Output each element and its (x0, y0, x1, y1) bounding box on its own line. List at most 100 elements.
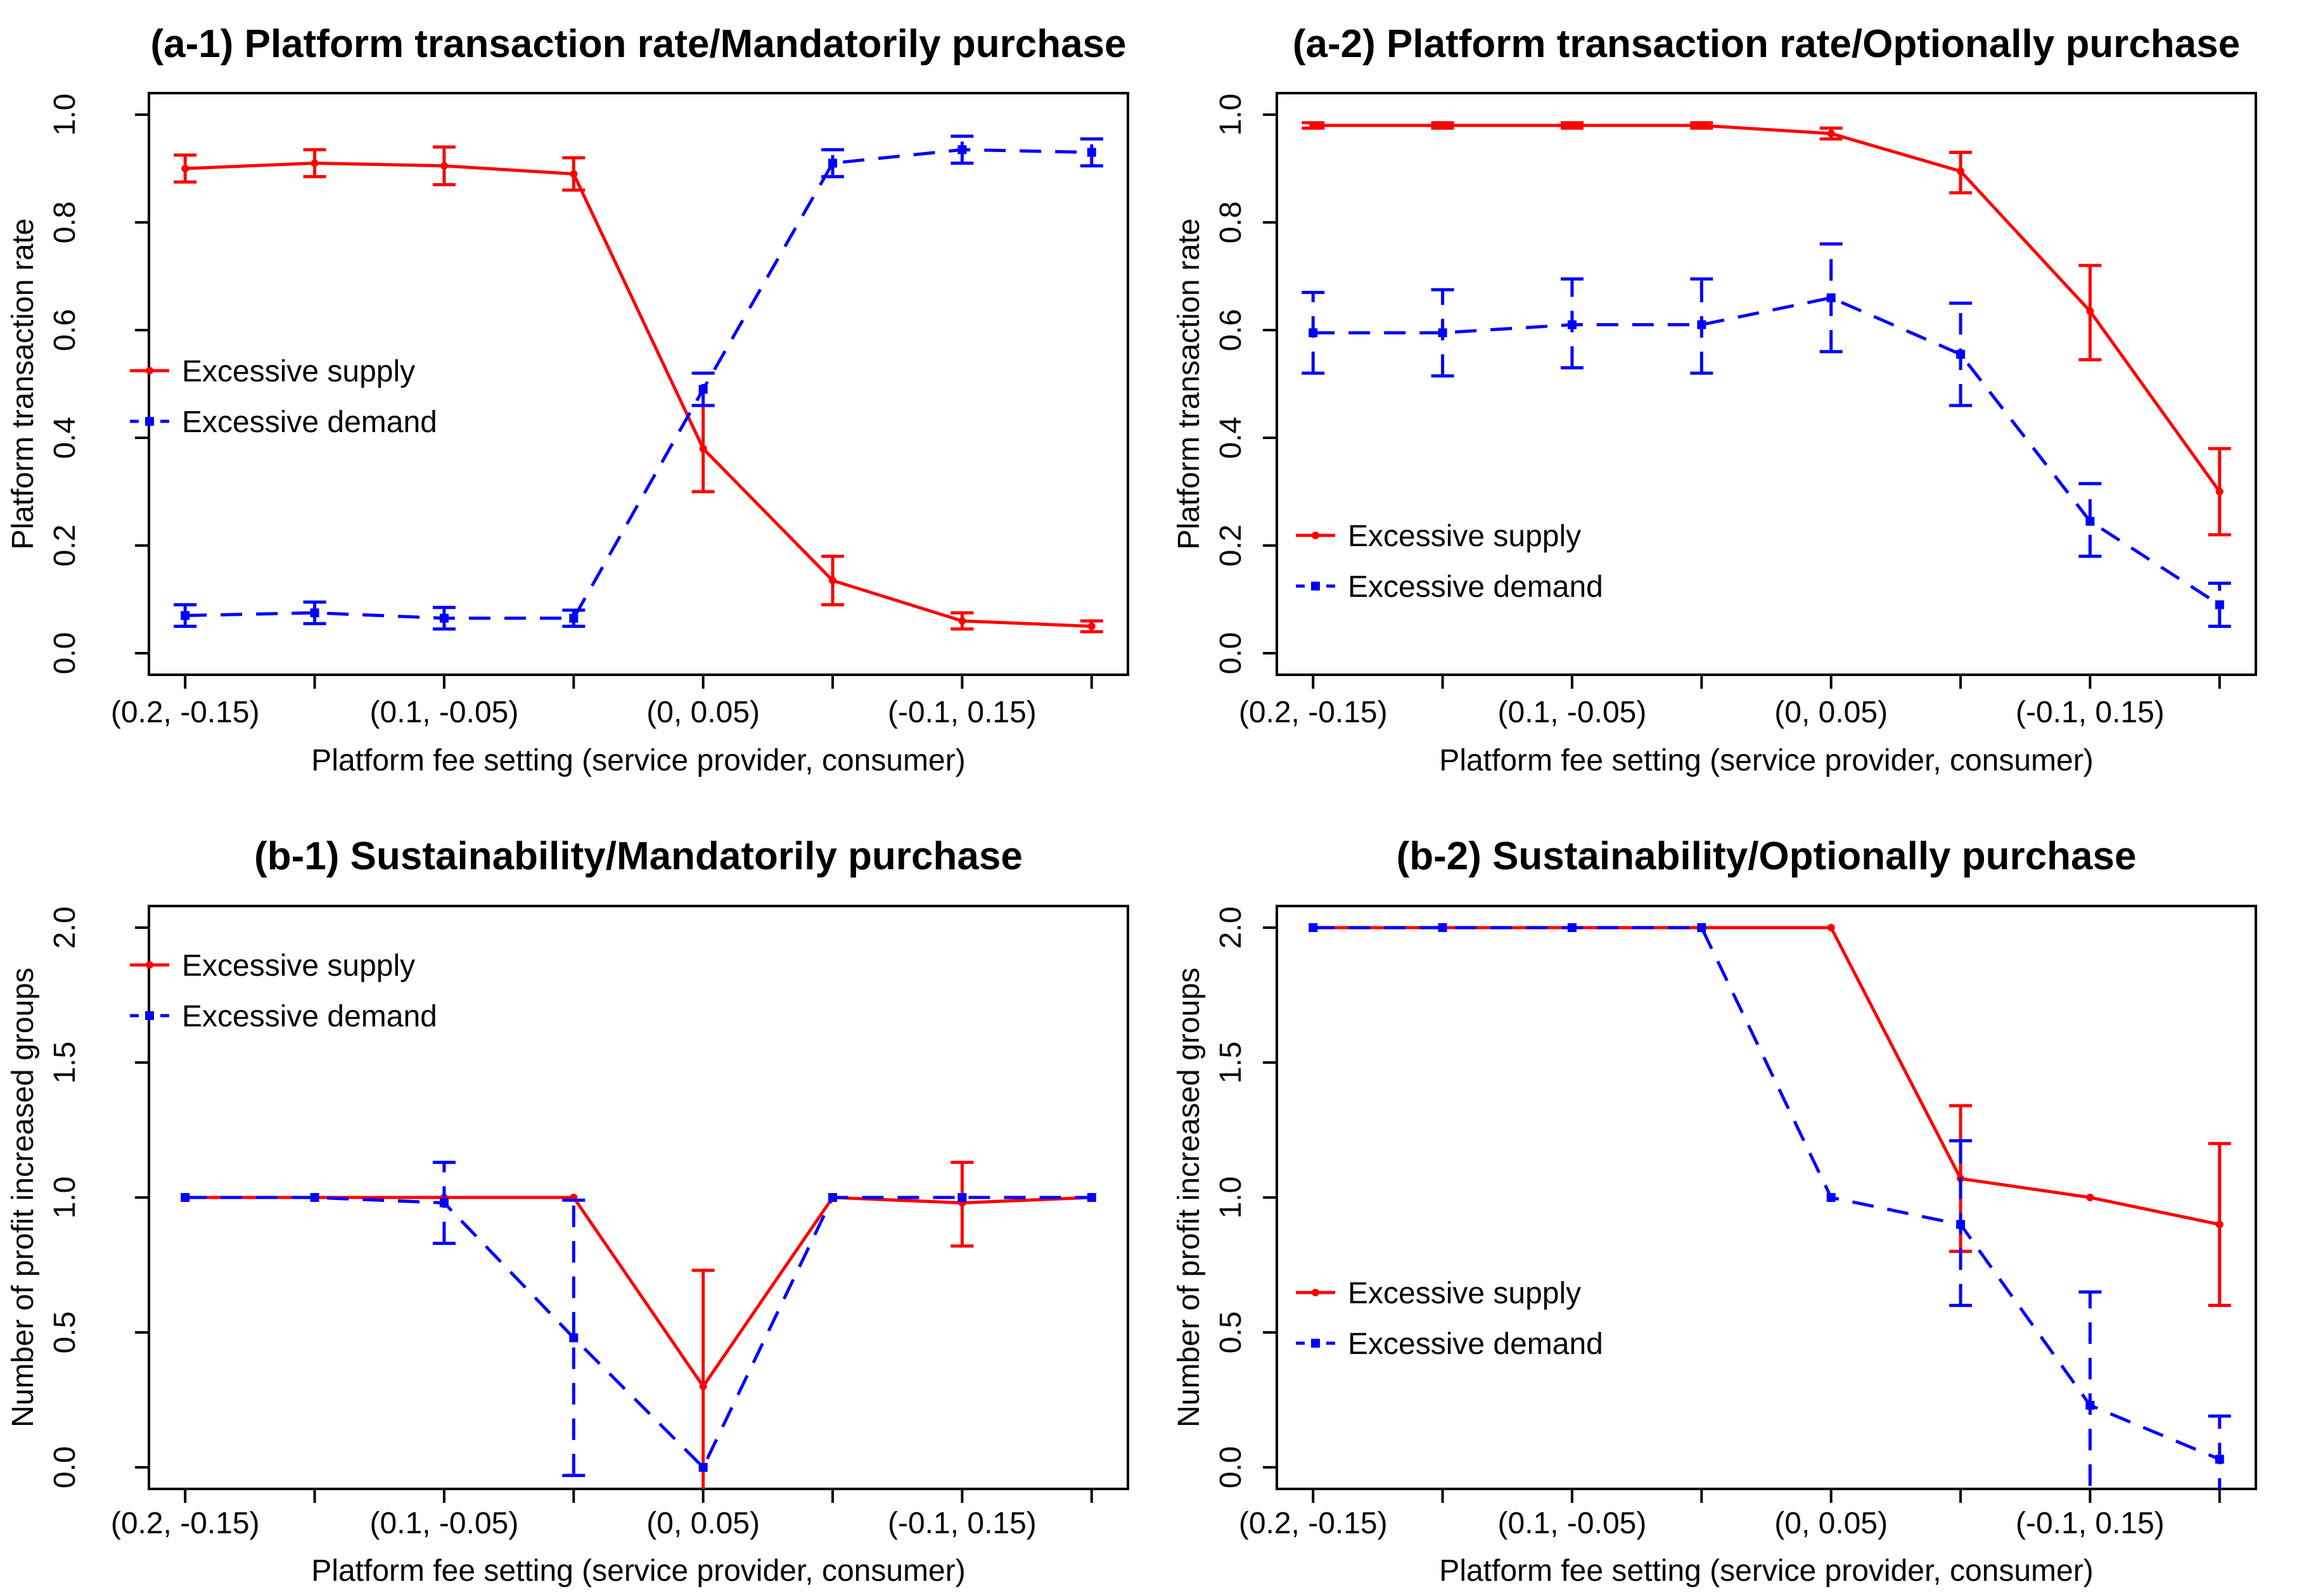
y-tick-label: 0.8 (1214, 201, 1248, 244)
data-point (1568, 122, 1576, 129)
series-excessive-supply (174, 145, 1103, 634)
y-tick-label: 0.0 (1214, 632, 1248, 675)
legend-marker (145, 1011, 154, 1020)
legend-marker (146, 367, 153, 374)
legend-entry: Excessive demand (1296, 570, 1603, 604)
x-tick-label: (0.2, -0.15) (1239, 1507, 1388, 1540)
data-point (181, 611, 190, 620)
legend-entry: Excessive supply (130, 355, 415, 388)
data-point (2215, 1455, 2224, 1464)
data-point (1956, 350, 1966, 359)
y-tick-label: 0.2 (48, 525, 82, 567)
x-tick-label: (0.1, -0.05) (1498, 1507, 1647, 1540)
series-line (185, 1196, 1092, 1471)
data-point (2085, 1400, 2095, 1410)
data-point (958, 617, 966, 625)
x-tick-label: (0.2, -0.15) (1239, 696, 1388, 729)
data-point (1697, 923, 1706, 933)
data-point (1567, 320, 1577, 329)
y-tick-label: 0.0 (48, 1446, 82, 1489)
data-point (828, 1193, 838, 1202)
x-tick-label: (-0.1, 0.15) (2016, 1507, 2165, 1540)
plot-frame (148, 92, 1129, 676)
chart-title: (b-2) Sustainability/Optionally purchase (1397, 834, 2137, 878)
data-point (310, 608, 319, 618)
data-point (2215, 1220, 2224, 1229)
y-tick-label: 1.5 (48, 1042, 82, 1084)
legend-marker (145, 417, 154, 426)
series-line (1313, 926, 2220, 1461)
x-tick-label: (0.1, -0.05) (370, 696, 519, 729)
legend-entry: Excessive supply (1296, 1277, 1581, 1310)
data-point (1309, 122, 1317, 129)
data-point (310, 1193, 319, 1202)
legend-label: Excessive demand (1348, 570, 1603, 604)
legend-marker (1311, 1339, 1320, 1348)
data-point (181, 1193, 190, 1202)
series-excessive-demand (181, 1161, 1096, 1478)
y-tick-label: 0.0 (48, 632, 82, 675)
data-point (1438, 328, 1447, 338)
data-point (1438, 122, 1447, 129)
legend-entry: Excessive demand (1296, 1327, 1603, 1361)
x-tick-label: (0, 0.05) (646, 696, 760, 729)
x-axis-label: Platform fee setting (service provider, … (1439, 1554, 2093, 1588)
x-tick-label: (0.2, -0.15) (111, 696, 260, 729)
y-axis-label: Platform transaction rate (6, 219, 40, 550)
legend-label: Excessive demand (1348, 1327, 1603, 1361)
legend-label: Excessive supply (1348, 1277, 1581, 1310)
y-tick-label: 0.2 (1214, 525, 1248, 567)
x-tick-label: (0.2, -0.15) (111, 1507, 260, 1540)
y-axis-label: Platform transaction rate (1172, 219, 1206, 550)
y-axis-label: Number of profit increased groups (1172, 967, 1206, 1427)
data-point (569, 1333, 579, 1343)
series-excessive-demand (1309, 923, 2231, 1489)
data-point (2215, 600, 2224, 610)
data-point (698, 1462, 708, 1472)
x-axis-label: Platform fee setting (service provider, … (311, 1554, 965, 1588)
data-point (1087, 1193, 1096, 1202)
data-point (2086, 307, 2094, 316)
legend-entry: Excessive supply (130, 949, 415, 983)
x-tick-label: (-0.1, 0.15) (888, 696, 1037, 729)
x-tick-label: (0, 0.05) (646, 1507, 760, 1540)
legend-label: Excessive supply (182, 355, 415, 388)
data-point (829, 577, 837, 585)
data-point (439, 613, 449, 623)
series-excessive-demand (1302, 242, 2231, 628)
y-tick-label: 1.0 (48, 1177, 82, 1219)
chart-b1: (b-1) Sustainability/Mandatorily purchas… (6, 834, 1129, 1588)
legend-marker (146, 961, 153, 969)
data-point (957, 145, 967, 155)
data-point (1087, 622, 1096, 630)
y-axis-label: Number of profit increased groups (6, 967, 40, 1427)
data-point (2085, 516, 2095, 526)
series-excessive-demand (174, 134, 1103, 631)
data-point (1827, 129, 1835, 137)
data-point (570, 170, 578, 178)
series-line (185, 148, 1092, 620)
data-point (828, 158, 838, 168)
data-point (440, 162, 448, 170)
chart-title: (a-1) Platform transaction rate/Mandator… (150, 22, 1126, 66)
plot-frame (1276, 92, 2257, 676)
x-tick-label: (0.1, -0.05) (370, 1507, 519, 1540)
data-point (1956, 1220, 1966, 1229)
data-point (439, 1198, 449, 1208)
y-tick-label: 0.0 (1214, 1446, 1248, 1489)
series-line (1313, 296, 2221, 606)
y-tick-label: 1.5 (1214, 1042, 1248, 1084)
legend-marker (1312, 1289, 1319, 1296)
series-line (185, 161, 1092, 628)
data-point (1438, 923, 1447, 933)
y-tick-label: 2.0 (1214, 907, 1248, 949)
legend-marker (1312, 532, 1319, 539)
data-point (699, 1382, 707, 1391)
data-point (957, 1193, 967, 1202)
legend-label: Excessive supply (1348, 520, 1581, 553)
data-point (1567, 923, 1577, 933)
data-point (1826, 1193, 1836, 1202)
x-tick-label: (0, 0.05) (1774, 1507, 1888, 1540)
data-point (310, 159, 319, 167)
